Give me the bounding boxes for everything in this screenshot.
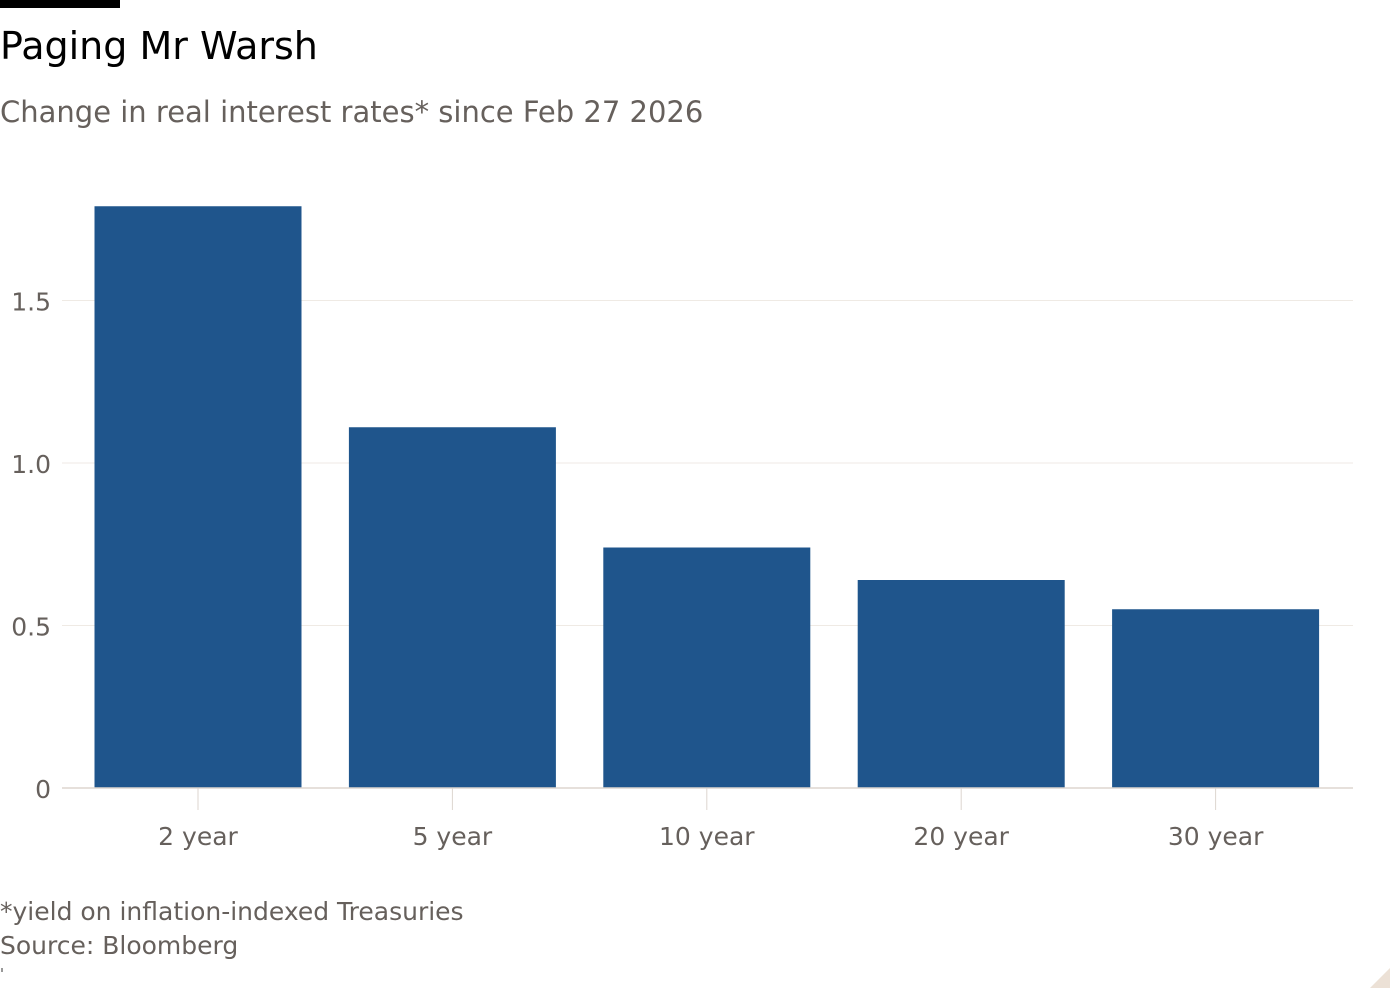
x-tick-label: 10 year [659, 822, 755, 851]
bars [94, 206, 1320, 788]
y-tick-label: 1.5 [11, 288, 51, 317]
bar-2-year [94, 206, 302, 788]
y-tick-label: 0.5 [11, 613, 51, 642]
source-note: Source: Bloomberg [0, 931, 239, 960]
chart-title: Paging Mr Warsh [0, 24, 318, 68]
x-tick-label: 20 year [913, 822, 1009, 851]
y-tick-label: 0 [35, 775, 51, 804]
chart-subtitle: Change in real interest rates* since Feb… [0, 95, 704, 129]
footnote: *yield on inflation-indexed Treasuries [0, 897, 464, 926]
bar-20-year [857, 580, 1065, 788]
bar-30-year [1112, 609, 1320, 788]
top-accent-bar [0, 0, 120, 8]
bar-5-year [348, 427, 556, 788]
tiny-mark [1, 968, 3, 972]
bar-chart: 0 0.5 1.0 1.5 2 year 5 year 10 year 20 year 30 y… [11, 206, 1353, 851]
x-tick-label: 30 year [1168, 822, 1264, 851]
bar-10-year [603, 547, 811, 788]
corner-resize-icon [1370, 968, 1390, 988]
axes: 0 0.5 1.0 1.5 2 year 5 year 10 year 20 year 30 y… [11, 288, 1353, 851]
x-tick-label: 2 year [158, 822, 238, 851]
y-tick-label: 1.0 [11, 450, 51, 479]
x-tick-label: 5 year [413, 822, 493, 851]
